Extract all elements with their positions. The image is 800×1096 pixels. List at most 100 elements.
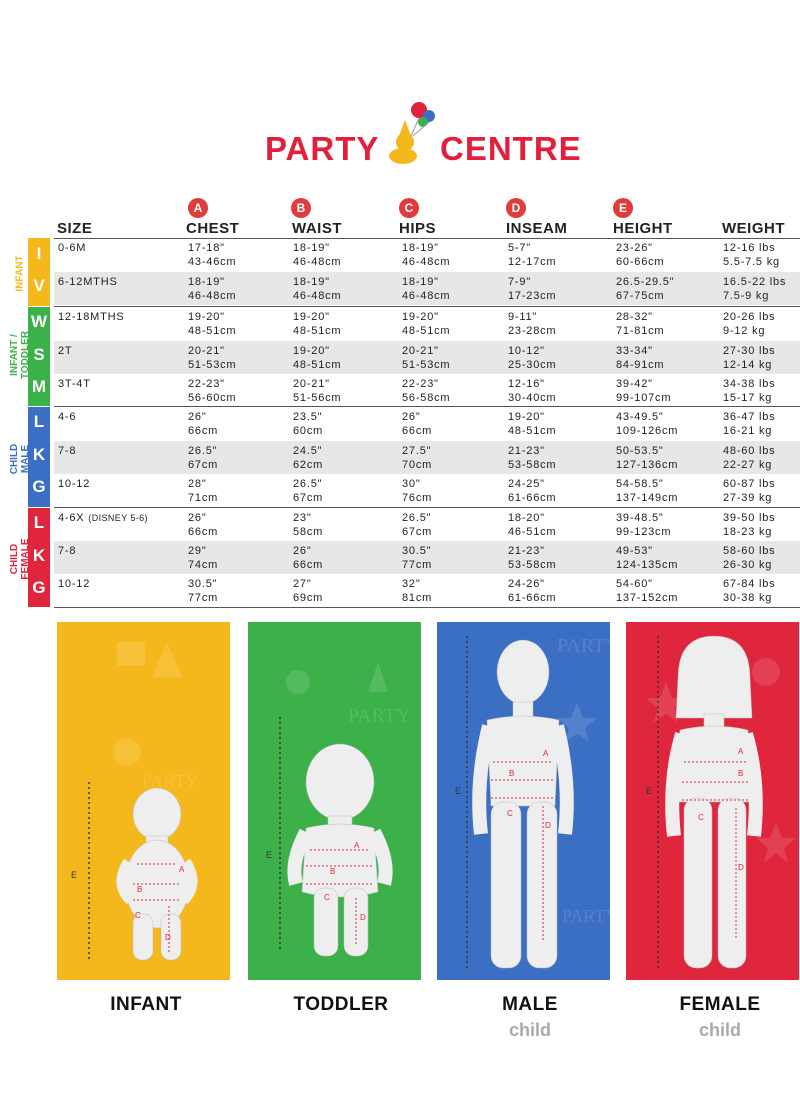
weight-cell: 27-30 lbs 12-14 kg [723, 345, 776, 371]
col-waist: WAIST [292, 220, 342, 237]
inseam-cell: 18-20" 46-51cm [508, 512, 557, 538]
group-label-infant: INFANT [14, 255, 26, 292]
weight-cell: 58-60 lbs 26-30 kg [723, 545, 776, 571]
waist-cell: 23.5" 60cm [293, 411, 324, 437]
chest-cell: 26.5" 67cm [188, 445, 219, 471]
table-row [54, 341, 800, 374]
table-row [54, 541, 800, 574]
svg-text:C: C [507, 809, 513, 818]
chest-cell: 28" 71cm [188, 478, 219, 504]
chest-cell: 17-18" 43-46cm [188, 242, 237, 268]
waist-cell: 20-21" 51-56cm [293, 378, 342, 404]
svg-text:D: D [360, 913, 366, 922]
height-cell: 49-53" 124-135cm [616, 545, 679, 571]
height-cell: 54-58.5" 137-149cm [616, 478, 679, 504]
svg-text:E: E [71, 870, 77, 880]
inseam-cell: 19-20" 48-51cm [508, 411, 557, 437]
chest-cell: 19-20" 48-51cm [188, 311, 237, 337]
panel-title-infant: INFANT [110, 994, 182, 1015]
size-cell: 3T-4T [58, 378, 91, 390]
hips-badge: C [399, 198, 419, 218]
svg-text:A: A [543, 749, 549, 758]
weight-cell: 60-87 lbs 27-39 kg [723, 478, 776, 504]
size-cell: 12-18MTHS [58, 311, 125, 323]
svg-text:C: C [135, 911, 141, 920]
height-cell: 28-32" 71-81cm [616, 311, 665, 337]
toddler-size-letters: W S M [28, 307, 50, 406]
size-cell: 2T [58, 345, 73, 357]
chest-cell: 26" 66cm [188, 512, 219, 538]
panel-title-male: MALE [502, 994, 558, 1015]
female-figure: E A B C D [646, 635, 796, 969]
svg-text:PARTY: PARTY [348, 705, 411, 727]
inseam-cell: 5-7" 12-17cm [508, 242, 557, 268]
hips-cell: 30.5" 77cm [402, 545, 433, 571]
inseam-cell: 24-26" 61-66cm [508, 578, 557, 604]
col-inseam: INSEAM [506, 220, 568, 237]
weight-cell: 12-16 lbs 5.5-7.5 kg [723, 242, 780, 268]
waist-cell: 27" 69cm [293, 578, 324, 604]
waist-cell: 18-19" 46-48cm [293, 242, 342, 268]
svg-text:D: D [545, 821, 551, 830]
svg-text:PARTY: PARTY [562, 906, 610, 926]
hips-cell: 22-23" 56-58cm [402, 378, 451, 404]
inseam-cell: 21-23" 53-58cm [508, 445, 557, 471]
svg-text:A: A [738, 747, 744, 756]
bear-balloons-icon [389, 102, 435, 164]
inseam-cell: 24-25" 61-66cm [508, 478, 557, 504]
toddler-figure: PARTY E A B C D [266, 662, 411, 957]
svg-text:E: E [266, 850, 272, 860]
table-divider [54, 238, 800, 239]
svg-text:C: C [698, 813, 704, 822]
brand-name-left: PARTY [265, 130, 380, 167]
inseam-cell: 9-11" 23-28cm [508, 311, 557, 337]
height-badge: E [613, 198, 633, 218]
size-cell: 10-12 [58, 578, 91, 590]
size-cell: 10-12 [58, 478, 91, 490]
hips-cell: 26" 66cm [402, 411, 433, 437]
size-cell: 0-6M [58, 242, 87, 254]
table-row [54, 272, 800, 305]
svg-text:B: B [137, 885, 142, 894]
panel-subtitle-male: child [508, 1020, 551, 1040]
panel-infant: PARTY E A B C D [57, 622, 230, 980]
weight-cell: 34-38 lbs 15-17 kg [723, 378, 776, 404]
hips-cell: 18-19" 46-48cm [402, 242, 451, 268]
svg-text:D: D [165, 933, 171, 942]
male-size-letters: L K G [28, 407, 50, 507]
chest-cell: 22-23" 56-60cm [188, 378, 237, 404]
panel-subtitle-female: child [698, 1020, 741, 1040]
chest-cell: 26" 66cm [188, 411, 219, 437]
height-cell: 23-26" 60-66cm [616, 242, 665, 268]
inseam-cell: 7-9" 17-23cm [508, 276, 557, 302]
weight-cell: 36-47 lbs 16-21 kg [723, 411, 776, 437]
table-divider [54, 406, 800, 407]
panel-male: PARTY PARTY E A B C D [437, 622, 610, 980]
table-divider [54, 607, 800, 608]
inseam-cell: 12-16" 30-40cm [508, 378, 557, 404]
hips-cell: 20-21" 51-53cm [402, 345, 451, 371]
size-cell: 7-8 [58, 445, 77, 457]
weight-cell: 39-50 lbs 18-23 kg [723, 512, 776, 538]
chest-cell: 18-19" 46-48cm [188, 276, 237, 302]
chest-cell: 29" 74cm [188, 545, 219, 571]
weight-cell: 20-26 lbs 9-12 kg [723, 311, 776, 337]
hips-cell: 27.5" 70cm [402, 445, 433, 471]
male-figure: PARTY PARTY E A B C D [455, 635, 610, 969]
height-cell: 33-34" 84-91cm [616, 345, 665, 371]
col-height: HEIGHT [613, 220, 673, 237]
hips-cell: 18-19" 46-48cm [402, 276, 451, 302]
svg-text:B: B [330, 867, 335, 876]
panel-title-toddler: TODDLER [293, 994, 389, 1015]
hips-cell: 19-20" 48-51cm [402, 311, 451, 337]
panel-title-female: FEMALE [679, 994, 761, 1015]
inseam-badge: D [506, 198, 526, 218]
col-size: SIZE [57, 220, 93, 237]
table-divider [54, 507, 800, 508]
size-cell: 7-8 [58, 545, 77, 557]
table-divider [54, 306, 800, 307]
height-cell: 43-49.5" 109-126cm [616, 411, 679, 437]
col-weight: WEIGHT [722, 220, 785, 237]
size-cell: 4-6X (DISNEY 5-6) [58, 512, 148, 524]
svg-text:A: A [354, 841, 360, 850]
